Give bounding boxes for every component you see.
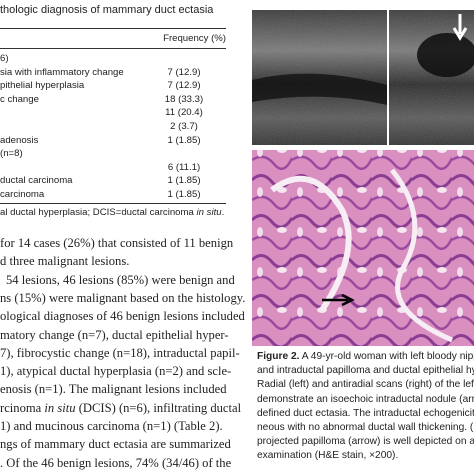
- caption-line: projected papilloma (arrow) is well depi…: [257, 436, 474, 448]
- body-line: ngs of mammary duct ectasia are summariz…: [0, 437, 231, 452]
- body-line: . Of the 46 benign lesions, 74% (34/46) …: [0, 455, 232, 470]
- text-segment: Figure 2.: [257, 351, 300, 362]
- arrow: [452, 14, 468, 41]
- row-frequency: 11 (20.4): [165, 107, 203, 119]
- table-header: Frequency (%): [163, 33, 226, 44]
- caption-line: defined duct ectasia. The intraductal ec…: [257, 407, 474, 419]
- row-label: 6): [0, 53, 9, 64]
- ultrasound-right: [389, 10, 474, 145]
- row-label: ductal carcinoma: [0, 175, 73, 187]
- caption-line: and intraductal papilloma and ductal epi…: [257, 365, 474, 377]
- body-line: 7), fibrocystic change (n=18), intraduct…: [0, 345, 240, 360]
- text-segment: in situ: [44, 400, 76, 415]
- figure-images: [252, 10, 474, 346]
- body-line: ns (15%) were malignant based on the his…: [0, 290, 246, 305]
- ultrasound-left: [252, 10, 387, 145]
- text-segment: (DCIS) (n=6), infiltrating ductal: [75, 400, 242, 415]
- row-frequency: 7 (12.9): [167, 80, 201, 92]
- row-label: (n=8): [0, 148, 23, 160]
- body-line: d three malignant lesions.: [0, 254, 130, 269]
- table-rule: [0, 203, 226, 204]
- row-frequency: 7 (12.9): [167, 66, 201, 78]
- text-segment: rcinoma: [0, 400, 45, 415]
- body-line: ological diagnoses of 46 benign lesions …: [0, 309, 245, 324]
- row-label: sia with inflammatory change: [0, 66, 124, 78]
- text-segment: in situ: [196, 207, 222, 218]
- row-frequency: 18 (33.3): [164, 93, 204, 105]
- body-line: for 14 cases (26%) that consisted of 11 …: [0, 236, 234, 250]
- caption-line: Radial (left) and antiradial scans (righ…: [257, 379, 474, 391]
- text-segment: .: [221, 207, 225, 218]
- body-line: matory change (n=7), ductal epithelial h…: [0, 327, 229, 342]
- row-label: c change: [0, 93, 39, 105]
- row-frequency: 2 (3.7): [170, 121, 198, 132]
- caption-line: demonstrate an isoechoic intraductal nod…: [257, 393, 474, 405]
- row-frequency: 1 (1.85): [167, 134, 201, 146]
- text-segment: al ductal hyperplasia; DCIS=ductal carci…: [0, 207, 197, 218]
- row-frequency: 6 (11.1): [167, 161, 201, 173]
- arrow: [322, 293, 355, 307]
- body-line: rcinoma in situ (DCIS) (n=6), infiltrati…: [0, 401, 241, 416]
- row-frequency: 1 (1.85): [167, 189, 201, 200]
- body-line: 1), atypical ductal hyperplasia (n=2) an…: [0, 364, 232, 379]
- caption-line: neous with no abnormal ductal wall thick…: [257, 422, 474, 433]
- table-rule: [0, 48, 226, 49]
- histology: [252, 150, 474, 346]
- row-label: adenosis: [0, 134, 39, 146]
- body-line: enosis (n=1). The malignant lesions incl…: [0, 382, 227, 397]
- body-line: 1) and mucinous carcinoma (n=1) (Table 2…: [0, 419, 223, 433]
- table-title: thologic diagnosis of mammary duct ectas…: [0, 4, 214, 16]
- table-rule: [0, 28, 226, 29]
- row-label: pithelial hyperplasia: [0, 80, 85, 92]
- body-line: 54 lesions, 46 lesions (85%) were benign…: [6, 272, 235, 287]
- row-label: carcinoma: [0, 189, 45, 200]
- text-segment: A 49-yr-old woman with left bloody nippl: [299, 351, 474, 362]
- caption-line: Figure 2. A 49-yr-old woman with left bl…: [257, 351, 474, 362]
- caption-line: examination (H&E stain, ×200).: [257, 450, 399, 462]
- row-frequency: 1 (1.85): [167, 175, 201, 187]
- table-footnote: al ductal hyperplasia; DCIS=ductal carci…: [0, 207, 224, 218]
